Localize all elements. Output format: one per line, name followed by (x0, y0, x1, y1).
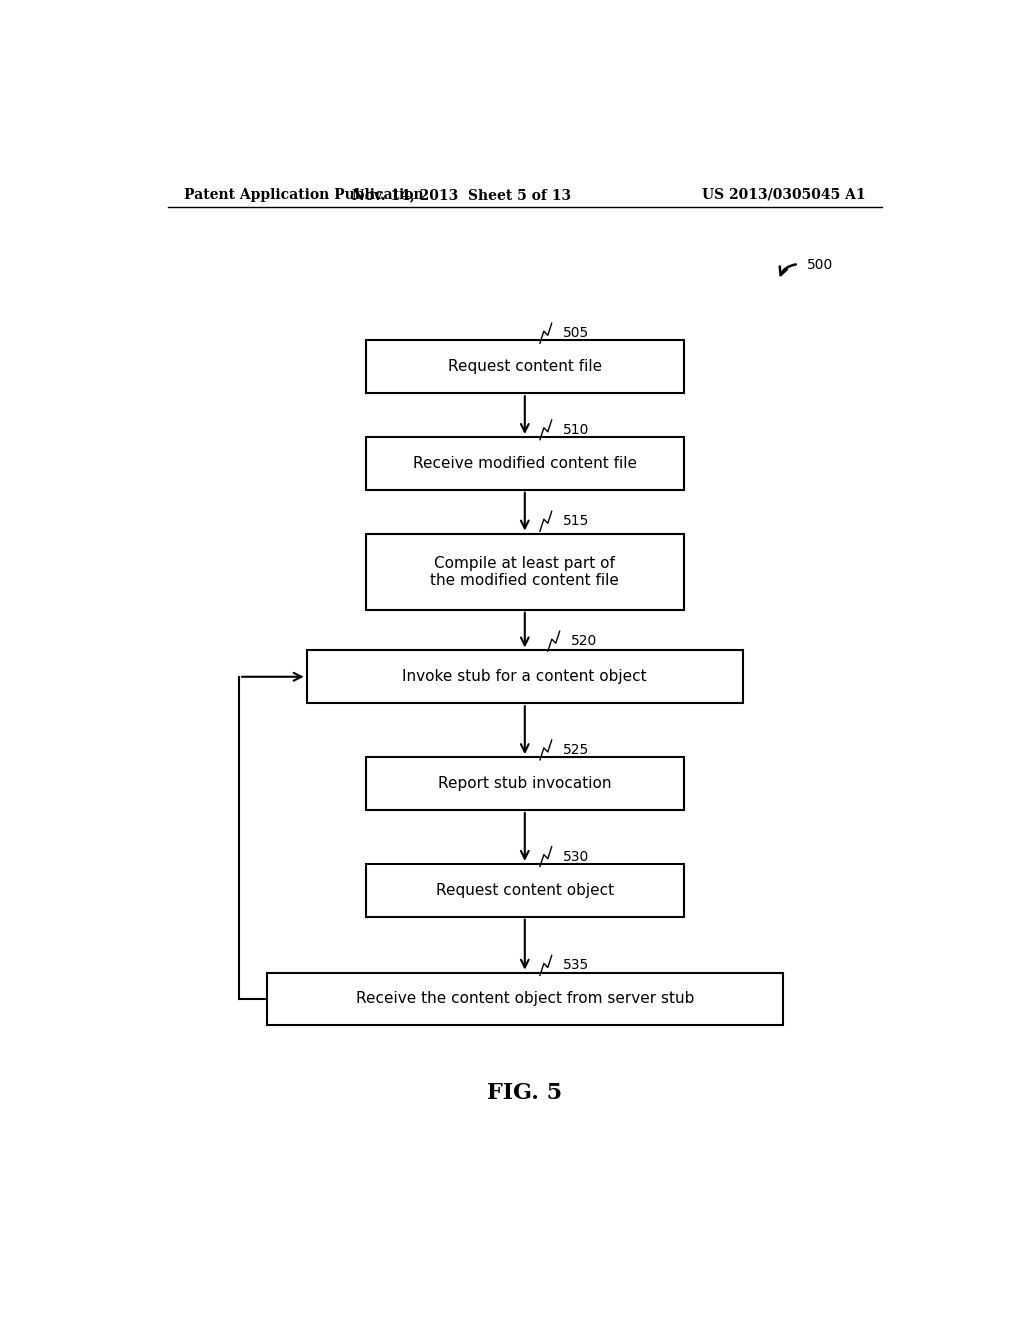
Bar (367, 437, 684, 490)
Text: 515: 515 (563, 515, 589, 528)
Text: US 2013/0305045 A1: US 2013/0305045 A1 (702, 187, 866, 202)
Text: 505: 505 (563, 326, 589, 341)
Text: 510: 510 (563, 422, 589, 437)
Text: 530: 530 (563, 850, 589, 863)
Text: FIG. 5: FIG. 5 (487, 1082, 562, 1105)
Text: Compile at least part of
the modified content file: Compile at least part of the modified co… (430, 556, 620, 589)
Text: Receive modified content file: Receive modified content file (413, 455, 637, 471)
Text: Patent Application Publication: Patent Application Publication (183, 187, 423, 202)
Text: 525: 525 (563, 743, 589, 756)
Bar (306, 651, 743, 704)
Text: Receive the content object from server stub: Receive the content object from server s… (355, 991, 694, 1006)
Text: 520: 520 (570, 634, 597, 648)
Bar (367, 535, 684, 610)
Text: Invoke stub for a content object: Invoke stub for a content object (402, 669, 647, 684)
Bar (367, 758, 684, 810)
Text: Nov. 14, 2013  Sheet 5 of 13: Nov. 14, 2013 Sheet 5 of 13 (352, 187, 570, 202)
Bar (367, 863, 684, 916)
Text: Request content object: Request content object (436, 883, 613, 898)
Bar (267, 973, 782, 1026)
Text: 500: 500 (807, 259, 833, 272)
Bar (367, 341, 684, 393)
Text: Report stub invocation: Report stub invocation (438, 776, 611, 791)
Text: 535: 535 (563, 958, 589, 973)
Text: Request content file: Request content file (447, 359, 602, 375)
